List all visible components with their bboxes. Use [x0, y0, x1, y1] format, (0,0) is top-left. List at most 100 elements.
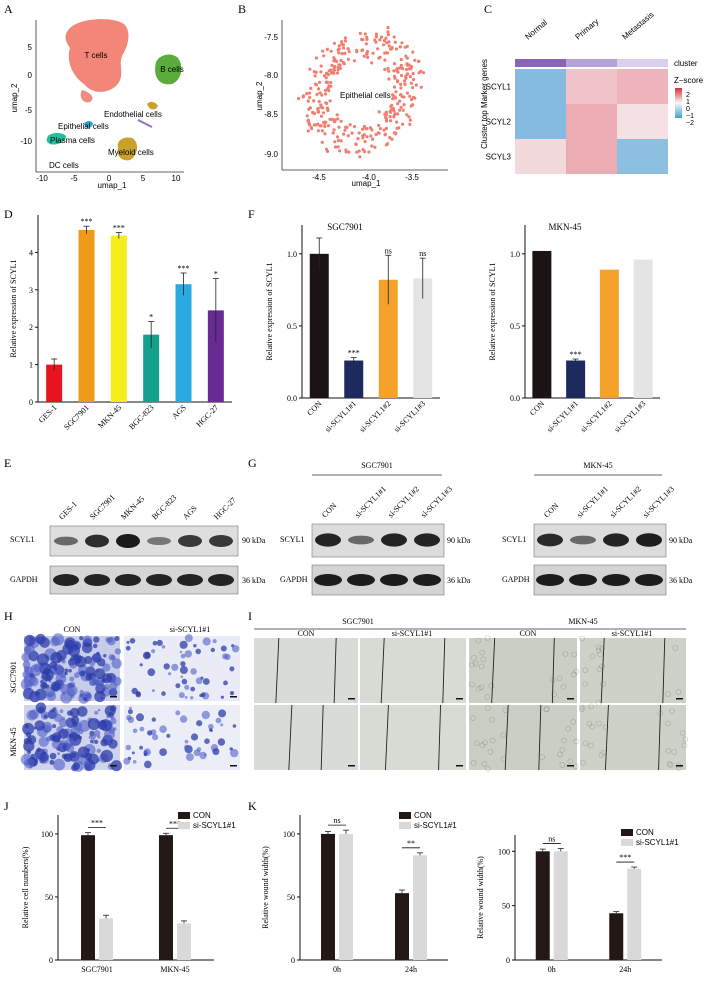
stained-cell: [33, 663, 42, 672]
scatter-point: [312, 70, 316, 74]
panel-h-transwell: CON si-SCYL1#1 SGC7901 MKN-45: [9, 625, 240, 772]
y-tick-label: 2: [29, 323, 33, 332]
bar: [535, 851, 550, 960]
scatter-point: [361, 127, 365, 131]
scatter-point: [320, 140, 324, 144]
x-tick-label: MKN-45: [96, 403, 123, 430]
stained-cell: [103, 654, 107, 658]
bar: [378, 279, 398, 398]
cell-texture: [571, 651, 577, 658]
stained-cell: [107, 741, 112, 745]
scatter-point: [337, 125, 341, 129]
heatmap-row-label: SCYL3: [486, 153, 512, 162]
panel-letter-b: B: [238, 2, 246, 16]
scatter-point: [361, 148, 365, 152]
heatmap-zscore-title: Z−score: [674, 76, 704, 85]
bar: [177, 923, 191, 960]
stained-cell: [184, 650, 192, 658]
scatter-point: [377, 56, 381, 60]
cluster-label-t: T cells: [85, 51, 108, 60]
scatter-point: [305, 92, 309, 96]
stained-cell: [59, 683, 69, 694]
stained-cell: [23, 688, 31, 696]
scatter-point: [392, 109, 396, 113]
heatmap-cell: [566, 104, 617, 139]
blot-row-label: GAPDH: [502, 575, 530, 584]
significance-label: ***: [91, 819, 103, 828]
bar: [413, 855, 427, 960]
blot-size-label: 90 kDa: [242, 536, 266, 545]
stained-cell: [139, 726, 145, 732]
cell-texture: [589, 653, 596, 660]
blot-size-label: 36 kDa: [447, 576, 471, 585]
scatter-point: [384, 126, 388, 130]
x-tick-label: si-SCYL1#1: [545, 399, 580, 434]
stained-cell: [23, 740, 35, 752]
y-tick-label: 0.0: [287, 394, 297, 403]
cell-texture: [479, 649, 486, 656]
cell-texture: [596, 720, 602, 727]
scatter-point: [405, 56, 409, 60]
panel-b-ytick: -8.0: [264, 71, 278, 80]
scatter-point: [308, 67, 312, 71]
wound-edge-line: [275, 637, 280, 704]
scatter-point: [330, 117, 334, 121]
panel-letter-a: A: [4, 2, 13, 16]
scatter-point: [388, 110, 392, 114]
scatter-point: [392, 85, 397, 89]
blot-band: [314, 574, 342, 586]
scatter-point: [409, 81, 413, 85]
stained-cell: [52, 633, 65, 646]
y-tick-label: 0: [29, 398, 33, 407]
stained-cell: [81, 691, 93, 702]
heatmap-cell: [515, 69, 566, 104]
blot-band: [413, 574, 441, 586]
cluster-label-dc: DC cells: [49, 161, 79, 170]
stained-cell: [180, 675, 184, 678]
stained-cell: [190, 668, 197, 675]
cell-texture: [666, 760, 673, 767]
heatmap-cell: [515, 104, 566, 139]
bar: [339, 833, 353, 960]
blot-group-label: SGC7901: [361, 461, 393, 470]
cell-texture: [559, 747, 566, 753]
legend-swatch: [621, 829, 633, 836]
x-tick-label: si-SCYL1#1: [323, 399, 358, 434]
panel-f1-title: SGC7901: [327, 222, 363, 232]
scatter-point: [409, 67, 413, 71]
stained-cell: [71, 716, 80, 725]
panel-f2-title: MKN-45: [549, 222, 582, 232]
stained-cell: [159, 748, 168, 756]
blot-band: [381, 533, 407, 547]
cell-texture: [672, 645, 679, 651]
zscore-tick: 2: [686, 92, 690, 99]
cell-texture: [679, 729, 686, 736]
stained-cell: [79, 636, 84, 641]
scatter-point: [329, 84, 333, 88]
cell-texture: [595, 644, 602, 651]
significance-label: ***: [81, 217, 93, 226]
scatter-point: [344, 125, 348, 129]
blot-lane-label: BGC-823: [150, 493, 178, 521]
scatter-point: [382, 128, 386, 132]
scatter-point: [312, 99, 316, 103]
scatter-point: [332, 56, 336, 60]
wound-group-label: MKN-45: [568, 617, 597, 626]
scatter-point: [339, 58, 343, 63]
scatter-point: [334, 145, 338, 149]
scatter-point: [325, 80, 329, 85]
scatter-point: [342, 62, 346, 66]
blot-band: [147, 537, 171, 545]
scatter-point: [343, 39, 347, 43]
wound-image: [360, 705, 466, 770]
stained-cell: [90, 738, 96, 744]
scatter-point: [307, 107, 311, 111]
stained-cell: [139, 663, 143, 667]
scatter-point: [336, 145, 340, 149]
stained-cell: [93, 730, 101, 737]
scatter-point: [319, 70, 323, 74]
stained-cell: [202, 678, 210, 685]
scatter-point: [384, 36, 388, 40]
panel-a-ytick: 0: [28, 71, 33, 80]
scatter-point: [321, 111, 326, 115]
